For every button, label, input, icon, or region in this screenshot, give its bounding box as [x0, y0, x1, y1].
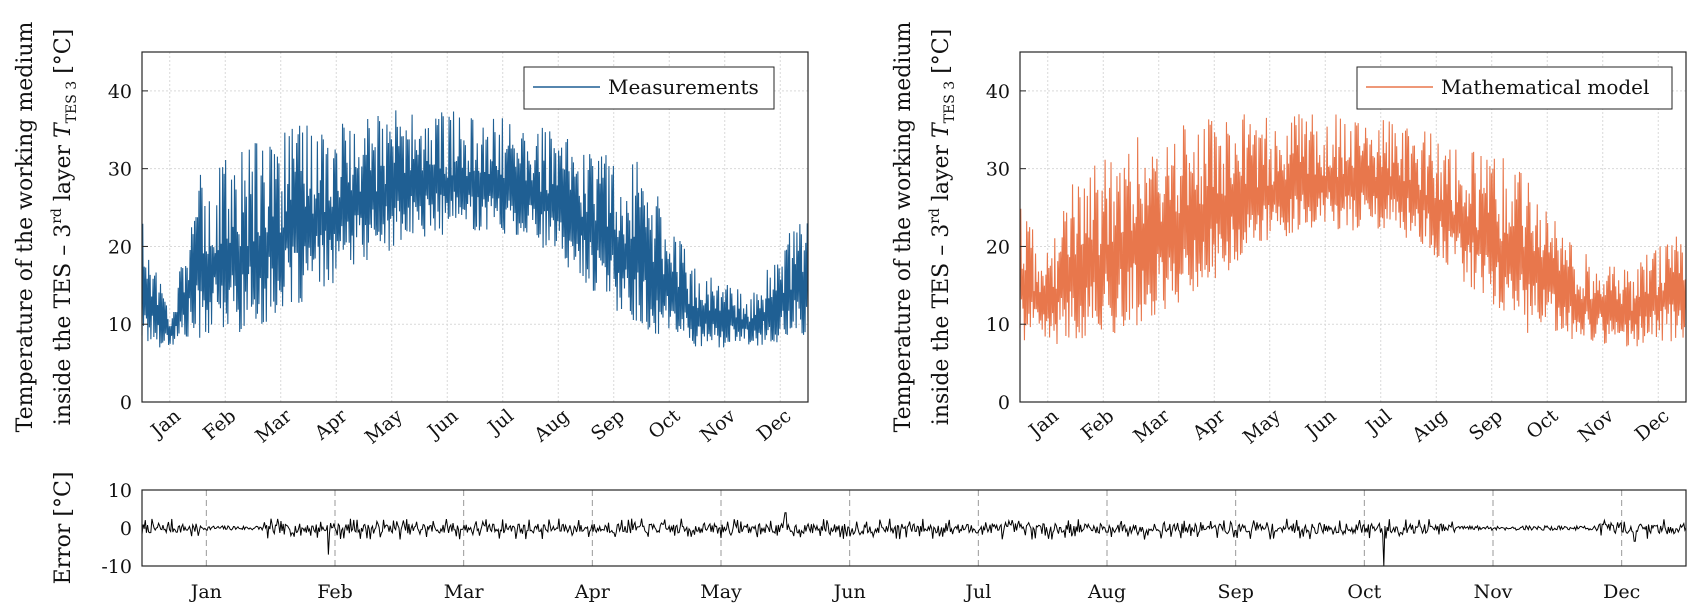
error-series — [141, 512, 1687, 567]
model-x-tick-label: Jun — [1300, 405, 1340, 444]
model-y-tick-label: 0 — [998, 392, 1010, 414]
model-y-tick-label: 20 — [986, 236, 1010, 258]
measurements-y-tick-label: 0 — [120, 392, 132, 414]
measurements-x-tick-label: Dec — [753, 405, 796, 446]
model-x-tick-label: Sep — [1465, 405, 1507, 445]
model-x-tick-label: Apr — [1188, 404, 1230, 445]
model-y-tick-label: 40 — [986, 81, 1010, 103]
error-x-tick-label: Sep — [1217, 581, 1253, 603]
measurements-y-label-line1: Temperature of the working medium — [13, 21, 38, 432]
error-x-tick-label: Mar — [444, 581, 485, 603]
measurements-axes-frame — [141, 51, 809, 403]
error-grid — [205, 490, 1623, 566]
model-y-tick-label: 30 — [986, 159, 1010, 181]
measurements-x-tick-label: Jun — [422, 405, 462, 444]
error-y-label: Error [°C] — [51, 472, 76, 585]
error-x-ticks: Jan Feb Mar Apr May Jun Jul Aug Sep Oct Nov Dec — [189, 581, 1640, 603]
model-x-tick-label: Mar — [1129, 404, 1174, 447]
model-y-tick-label: 10 — [986, 314, 1010, 336]
model-chart: 0 10 20 30 40 Jan Feb Mar Apr May Jun Jul Aug Sep Oct… — [891, 21, 1687, 449]
error-y-ticks: -10 0 10 — [101, 480, 148, 578]
measurements-series-line — [141, 110, 809, 348]
error-axes-frame — [141, 489, 1687, 567]
measurements-x-tick-label: Apr — [310, 404, 352, 445]
model-x-tick-label: May — [1239, 405, 1285, 449]
error-chart: -10 0 10 Jan Feb Mar Apr May Jun Jul Aug Sep Oct Nov… — [51, 472, 1687, 603]
measurements-x-tick-label: Nov — [696, 405, 740, 447]
error-x-tick-label: Jun — [832, 581, 866, 603]
measurements-x-tick-label: Aug — [529, 405, 573, 447]
measurements-y-tick-label: 30 — [108, 159, 132, 181]
model-x-tick-label: Dec — [1631, 405, 1674, 446]
model-x-tick-label: Jul — [1360, 405, 1396, 440]
error-x-tick-label: Jan — [189, 581, 222, 603]
measurements-series — [141, 110, 809, 348]
model-y-label-line1: Temperature of the working medium — [891, 21, 916, 432]
model-x-ticks: Jan Feb Mar Apr May Jun Jul Aug Sep Oct Nov Dec — [1023, 404, 1673, 448]
model-series — [1019, 114, 1687, 347]
measurements-x-tick-label: May — [361, 405, 407, 449]
model-x-tick-label: Nov — [1574, 405, 1618, 447]
measurements-x-tick-label: Feb — [199, 405, 240, 445]
error-x-tick-label: Nov — [1474, 581, 1513, 603]
error-y-tick-label: -10 — [101, 556, 132, 578]
measurements-y-tick-label: 10 — [108, 314, 132, 336]
model-x-tick-label: Oct — [1522, 405, 1562, 444]
measurements-x-tick-label: Jan — [145, 405, 185, 443]
measurements-y-label-line2: inside the TES – 3rd layer TTES 3 [°C] — [49, 29, 80, 425]
error-x-tick-label: Dec — [1603, 581, 1640, 603]
measurements-grid — [142, 52, 808, 402]
measurements-y-tick-label: 20 — [108, 236, 132, 258]
error-x-tick-label: Aug — [1087, 581, 1126, 603]
measurements-y-ticks: 0 10 20 30 40 — [108, 81, 148, 414]
measurements-legend-label: Measurements — [608, 75, 759, 99]
model-legend-label: Mathematical model — [1441, 75, 1649, 99]
measurements-legend-box — [523, 66, 775, 110]
error-series-line — [141, 512, 1687, 567]
error-x-tick-label: Apr — [574, 581, 611, 603]
model-y-ticks: 0 10 20 30 40 — [986, 81, 1026, 414]
model-axes-frame — [1019, 51, 1687, 403]
model-x-tick-label: Jan — [1023, 405, 1063, 443]
measurements-x-tick-label: Mar — [251, 404, 296, 447]
error-y-tick-label: 10 — [108, 480, 132, 502]
model-x-tick-label: Aug — [1407, 405, 1451, 447]
measurements-legend: Measurements — [523, 66, 775, 110]
model-grid — [1020, 52, 1686, 402]
measurements-x-ticks: Jan Feb Mar Apr May Jun Jul Aug Sep Oct Nov Dec — [145, 404, 795, 448]
error-x-tick-label: Oct — [1347, 581, 1381, 603]
error-y-tick-label: 0 — [120, 518, 132, 540]
model-y-label-line2: inside the TES – 3rd layer TTES 3 [°C] — [927, 29, 958, 425]
error-x-tick-label: Feb — [317, 581, 353, 603]
error-x-tick-label: Jul — [963, 581, 991, 603]
measurements-chart: 0 10 20 30 40 Jan Feb Mar Apr May Jun Jul Aug Sep Oct… — [13, 21, 809, 449]
error-x-tick-label: May — [700, 581, 742, 603]
measurements-y-tick-label: 40 — [108, 81, 132, 103]
model-series-line — [1019, 114, 1687, 347]
measurements-x-tick-label: Oct — [644, 405, 684, 444]
model-legend: Mathematical model — [1356, 66, 1673, 110]
measurements-x-tick-label: Sep — [587, 405, 629, 445]
model-legend-box — [1356, 66, 1673, 110]
measurements-x-tick-label: Jul — [482, 405, 518, 440]
model-x-tick-label: Feb — [1077, 405, 1118, 445]
